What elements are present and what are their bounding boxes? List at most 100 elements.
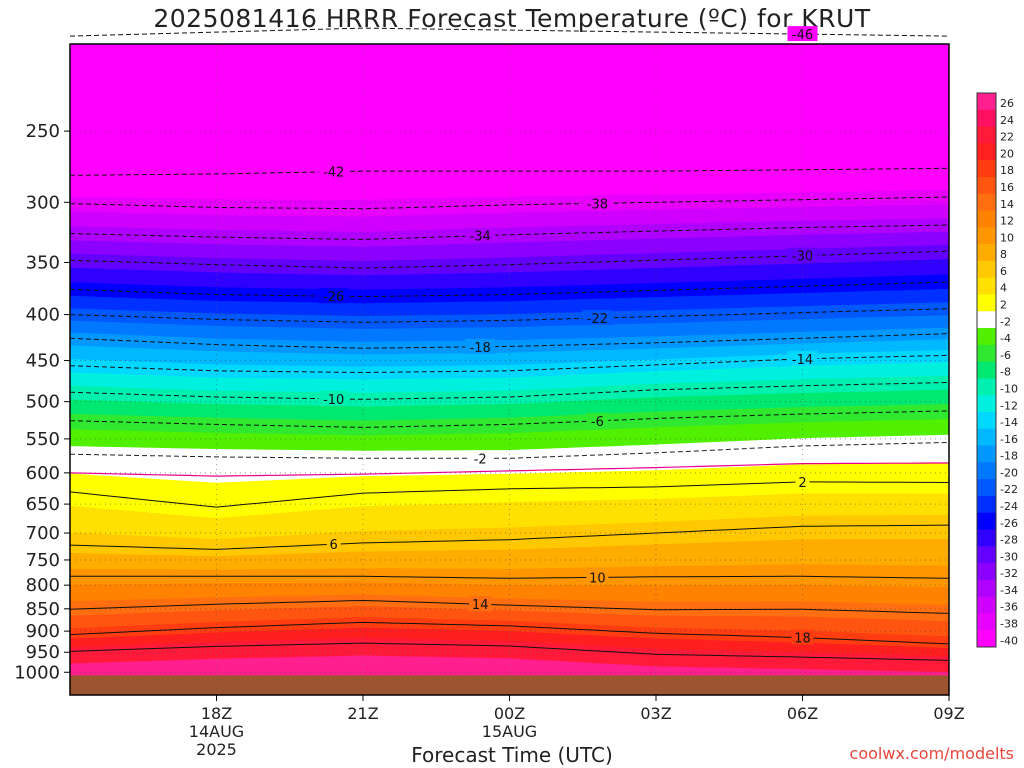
y-tick-label: 300 [26, 192, 60, 213]
x-tick-label: 18Z [201, 704, 232, 723]
x-tick-label: 06Z [787, 704, 818, 723]
colorbar-swatch [977, 143, 996, 161]
isotherm-line [69, 410, 950, 428]
colorbar-label: 6 [1000, 265, 1007, 278]
x-tick-label: 03Z [640, 704, 671, 723]
isotherm-label-bg [582, 310, 613, 326]
isotherm-label: 14 [472, 598, 489, 613]
isotherm-label-bg [318, 163, 349, 179]
colorbar-label: 20 [1000, 147, 1014, 160]
y-tick-label: 850 [26, 599, 60, 620]
colorbar-label: -26 [1000, 517, 1018, 530]
isotherm-line [69, 333, 950, 349]
y-tick-label: 550 [26, 429, 60, 450]
colorbar-swatch [977, 176, 996, 195]
isotherm-label: -26 [323, 290, 344, 305]
colorbar-label: -30 [1000, 550, 1018, 563]
isotherm-line [69, 167, 950, 176]
isotherm-line [69, 281, 950, 298]
colorbar-label: -12 [1000, 399, 1018, 412]
colorbar-label: -2 [1000, 315, 1011, 328]
colorbar-swatch [977, 311, 996, 329]
colorbar-swatch [977, 529, 996, 547]
colorbar-swatch [977, 613, 996, 631]
isotherm-label: -22 [587, 312, 608, 327]
colorbar-swatch [977, 260, 996, 279]
colorbar-swatch [977, 328, 996, 346]
colorbar-label: 22 [1000, 131, 1014, 144]
y-tick-label: 250 [26, 121, 60, 142]
x-tick-label: 00Z [494, 704, 525, 723]
colorbar-label: -20 [1000, 466, 1018, 479]
isotherm-label: 6 [330, 538, 338, 553]
colorbar-swatch [977, 193, 996, 212]
colorbar-swatch [977, 512, 996, 530]
colorbar-swatch [977, 294, 996, 312]
colorbar-label: -24 [1000, 500, 1018, 513]
isotherm-label: -18 [470, 341, 491, 356]
colorbar-label: -38 [1000, 617, 1018, 630]
isotherm-label-bg [465, 227, 496, 243]
y-tick-label: 900 [26, 621, 60, 642]
y-tick-label: 650 [26, 494, 60, 515]
colorbar-swatch [977, 395, 996, 413]
y-tick-label: 750 [26, 550, 60, 571]
colorbar-label: 4 [1000, 282, 1007, 295]
colorbar-label: -18 [1000, 450, 1018, 463]
isotherm-label: -6 [591, 415, 604, 430]
colorbar-swatch [977, 160, 996, 178]
colorbar-swatch [977, 445, 996, 463]
colorbar-swatch [977, 227, 996, 245]
colorbar-label: -10 [1000, 382, 1018, 395]
colorbar-label: -28 [1000, 534, 1018, 547]
colorbar-label: 14 [1000, 198, 1014, 211]
isotherm-line [69, 382, 950, 400]
colorbar-swatch [977, 462, 996, 480]
colorbar-label: -8 [1000, 366, 1011, 379]
x-tick-label: 14AUG [189, 722, 244, 741]
colorbar-swatch [977, 546, 996, 564]
y-tick-label: 500 [26, 392, 60, 413]
isotherm-label-bg [326, 536, 341, 552]
colorbar-label: -40 [1000, 634, 1018, 647]
colorbar-swatch [977, 244, 996, 262]
isotherm-label: -14 [792, 353, 813, 368]
x-tick-label: 2025 [196, 740, 237, 759]
isotherm-label-bg [787, 247, 818, 263]
isotherm-label-bg [318, 288, 349, 304]
isotherm-label: -10 [323, 393, 344, 408]
isotherm-label: -30 [792, 250, 813, 265]
isotherm-label-bg [795, 473, 810, 489]
colorbar-swatch [977, 344, 996, 363]
colorbar-label: -16 [1000, 433, 1018, 446]
x-tick-label: 21Z [347, 704, 378, 723]
colorbar-label: 10 [1000, 231, 1014, 244]
x-axis-title: Forecast Time (UTC) [411, 743, 613, 767]
isotherm-label: -2 [474, 452, 487, 467]
y-tick-label: 1000 [14, 662, 60, 683]
colorbar-swatch [977, 630, 996, 648]
chart-title: 2025081416 HRRR Forecast Temperature (ºC… [153, 4, 871, 33]
y-tick-label: 950 [26, 642, 60, 663]
colorbar-swatch [977, 126, 996, 144]
colorbar-swatch [977, 210, 996, 228]
colorbar-swatch [977, 378, 996, 396]
isotherm-label-bg [582, 195, 613, 211]
isotherm-line [69, 599, 950, 614]
isotherm-label: -38 [587, 197, 608, 212]
colorbar-label: -36 [1000, 601, 1018, 614]
isotherm-label-bg [586, 569, 609, 585]
isotherm-label-bg [791, 629, 814, 645]
colorbar-swatch [977, 109, 996, 128]
colorbar-label: -6 [1000, 349, 1011, 362]
colorbar-label: 18 [1000, 164, 1014, 177]
colorbar-frame [976, 92, 997, 648]
colorbar-label: -34 [1000, 584, 1018, 597]
colorbar-swatch [977, 277, 996, 295]
colorbar-label: 12 [1000, 215, 1014, 228]
colorbar-label: 26 [1000, 97, 1014, 110]
isotherm-line [69, 642, 950, 661]
colorbar-swatch [977, 579, 996, 598]
isotherm-label: -42 [323, 166, 344, 181]
colorbar-swatch [977, 596, 996, 614]
